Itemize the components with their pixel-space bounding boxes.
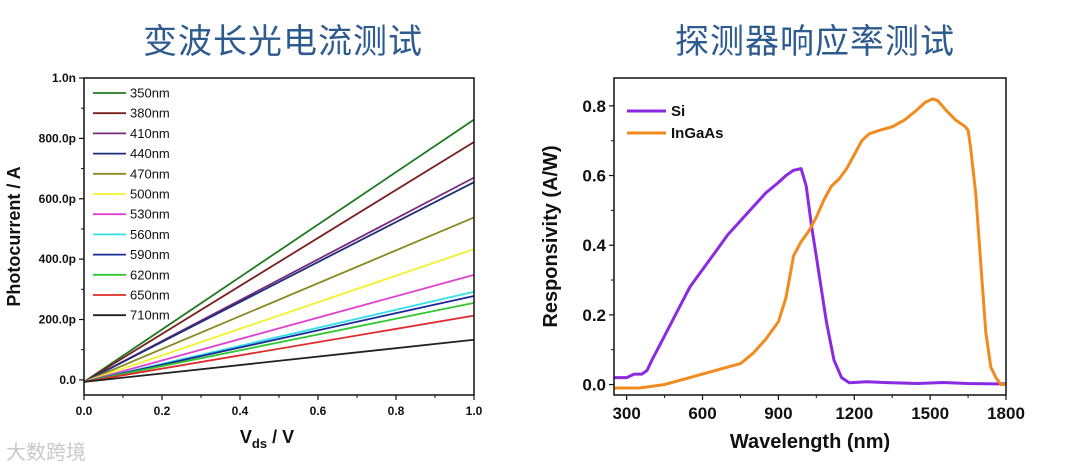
left-chart-title: 变波长光电流测试 <box>143 22 423 62</box>
legend-label-Si: Si <box>671 103 685 120</box>
legend-label-InGaAs: InGaAs <box>671 125 724 142</box>
legend-label-440nm: 440nm <box>130 146 170 161</box>
series-line-620nm <box>83 302 475 383</box>
x-tick-label: 1200 <box>835 404 873 423</box>
x-axis-label: Wavelength (nm) <box>730 431 890 453</box>
x-tick-label: 0.6 <box>310 404 327 418</box>
x-axis-label-tail: / V <box>267 427 294 447</box>
x-tick-label: 1.0 <box>466 404 483 418</box>
series-line-590nm <box>83 295 475 383</box>
right-chart-title: 探测器响应率测试 <box>675 22 955 62</box>
x-tick-label: 1800 <box>987 404 1025 423</box>
x-tick-label: 0.4 <box>232 404 249 418</box>
plot-frame <box>613 77 1007 396</box>
legend-label-710nm: 710nm <box>130 308 170 323</box>
y-tick-label: 600.0p <box>39 192 76 206</box>
y-tick-label: 0.4 <box>582 236 606 255</box>
y-tick-label: 0.8 <box>582 97 606 116</box>
legend-label-470nm: 470nm <box>130 166 170 181</box>
x-tick-label: 300 <box>612 404 640 423</box>
x-axis-label-main: V <box>240 427 252 447</box>
series-line-470nm <box>83 216 475 383</box>
x-tick-label: 1500 <box>911 404 949 423</box>
series-line-710nm <box>83 338 475 383</box>
y-tick-label: 0.0 <box>582 376 606 395</box>
legend-label-530nm: 530nm <box>130 207 170 222</box>
y-tick-label: 400.0p <box>39 252 76 266</box>
series-line-650nm <box>83 314 475 383</box>
series-line-440nm <box>83 181 475 383</box>
legend-label-380nm: 380nm <box>130 106 170 121</box>
x-tick-label: 0.0 <box>76 404 93 418</box>
legend-label-650nm: 650nm <box>130 288 170 303</box>
x-tick-label: 0.2 <box>154 404 171 418</box>
y-tick-label: 800.0p <box>39 131 76 145</box>
y-axis-label: Responsivity (A/W) <box>540 145 562 327</box>
series-line-380nm <box>83 141 475 383</box>
y-tick-label: 0.0 <box>59 373 76 387</box>
y-axis-label: Photocurrent / A <box>4 166 24 306</box>
series-line-500nm <box>83 248 475 383</box>
watermark-text: 大数跨境 <box>6 440 86 464</box>
legend-label-620nm: 620nm <box>130 267 170 282</box>
y-tick-label: 1.0n <box>52 71 76 85</box>
y-tick-label: 200.0p <box>39 313 76 327</box>
series-line-Si <box>614 167 1006 386</box>
photocurrent-chart: 0.0 0.2 0.4 0.6 0.8 1.0 0.0 200.0p 400.0p 600.0p 8… <box>4 71 483 451</box>
x-tick-label: 0.8 <box>388 404 405 418</box>
legend-label-560nm: 560nm <box>130 227 170 242</box>
legend-label-590nm: 590nm <box>130 247 170 262</box>
x-axis-label: Vds / V <box>240 427 294 451</box>
x-axis-label-sub: ds <box>252 436 267 451</box>
series-line-530nm <box>83 273 475 383</box>
series-line-350nm <box>83 118 475 383</box>
y-tick-label: 0.6 <box>582 167 606 186</box>
x-tick-label: 600 <box>688 404 716 423</box>
y-tick-label: 0.2 <box>582 306 606 325</box>
legend-label-350nm: 350nm <box>130 86 170 101</box>
series-line-InGaAs <box>614 97 1006 390</box>
legend-label-410nm: 410nm <box>130 126 170 141</box>
legend-label-500nm: 500nm <box>130 187 170 202</box>
x-tick-label: 900 <box>764 404 792 423</box>
